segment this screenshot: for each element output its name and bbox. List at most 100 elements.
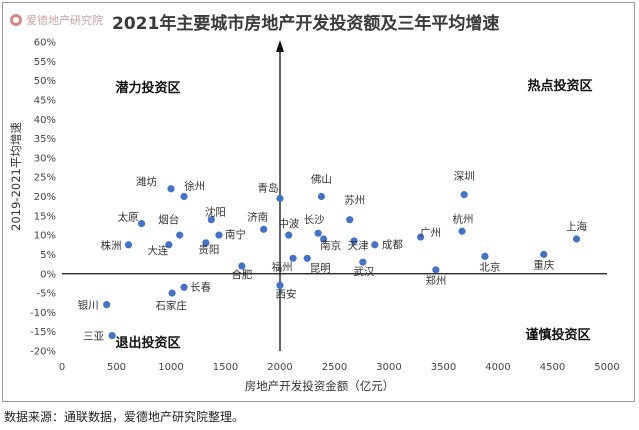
data-point xyxy=(103,301,111,309)
data-point xyxy=(540,250,548,259)
chart-frame xyxy=(2,2,635,402)
x-tick-label: 1000 xyxy=(158,362,183,373)
data-point-label: 合肥 xyxy=(231,268,252,281)
quadrant-label-bottom-right: 谨慎投资区 xyxy=(525,327,590,343)
y-tick-label: 60% xyxy=(34,38,56,49)
y-tick-label: 0% xyxy=(40,269,56,280)
data-point-label: 大连 xyxy=(147,244,168,257)
data-point-label: 南宁 xyxy=(225,228,246,241)
data-point xyxy=(124,241,133,249)
data-point xyxy=(320,235,328,243)
data-point xyxy=(215,231,223,239)
x-tick-label: 4500 xyxy=(540,362,565,373)
data-point-label: 烟台 xyxy=(158,213,179,226)
data-point-label: 郑州 xyxy=(425,274,446,287)
brand-logo-text: 爱德地产研究院 xyxy=(26,14,103,27)
data-point xyxy=(108,331,116,340)
data-point xyxy=(137,219,146,228)
scatter-chart: 0 500 1000 1500 2000 2500 3000 3500 4000 4500 5000… xyxy=(9,38,620,394)
data-point xyxy=(359,258,367,266)
y-tick-label: 50% xyxy=(34,76,56,87)
y-tick-label: -15% xyxy=(30,327,56,338)
data-point-label: 徐州 xyxy=(184,180,205,193)
data-point-label: 广州 xyxy=(420,227,441,239)
y-tick-label: -5% xyxy=(37,289,56,300)
y-tick-label: -10% xyxy=(30,308,56,319)
y-tick-label: -20% xyxy=(30,347,56,358)
data-point-label: 太原 xyxy=(118,211,139,224)
x-tick-label: 2500 xyxy=(322,362,347,373)
chart-title: 2021年主要城市房地产开发投资额及三年平均增速 xyxy=(112,14,500,34)
y-tick-label: 15% xyxy=(34,211,56,222)
data-point-label: 福州 xyxy=(272,260,293,273)
data-point-label: 重庆 xyxy=(533,258,554,271)
x-tick-label: 500 xyxy=(107,362,126,373)
data-point xyxy=(168,289,176,297)
data-point xyxy=(180,192,188,201)
data-point xyxy=(276,281,284,289)
quadrant-label-top-right: 热点投资区 xyxy=(527,78,592,94)
data-point-label: 长春 xyxy=(190,281,211,293)
data-point xyxy=(314,229,322,237)
data-point xyxy=(165,241,173,249)
data-point-label: 银川 xyxy=(78,299,99,312)
data-point-label: 上海 xyxy=(566,220,587,233)
data-point xyxy=(417,233,425,241)
data-point-label: 青岛 xyxy=(258,181,279,194)
data-point xyxy=(260,225,268,233)
data-point xyxy=(176,231,184,239)
data-point-label: 武汉 xyxy=(353,265,374,278)
x-axis-title: 房地产开发投资金额（亿元） xyxy=(245,379,395,393)
y-tick-label: 45% xyxy=(34,95,56,106)
y-axis-title: 2019-2021平均增速 xyxy=(9,122,23,231)
data-point xyxy=(207,216,215,224)
y-axis-arrow-icon xyxy=(276,40,284,52)
y-tick-label: 30% xyxy=(34,153,56,164)
data-point-label: 沈阳 xyxy=(205,206,226,219)
data-point-label: 北京 xyxy=(479,260,500,273)
x-tick-label: 2000 xyxy=(267,362,292,373)
data-point xyxy=(285,231,293,239)
quadrant-label-top-left: 潜力投资区 xyxy=(115,80,180,96)
data-point xyxy=(202,239,210,247)
tick-labels: 0 500 1000 1500 2000 2500 3000 3500 4000 4500 5000… xyxy=(30,38,620,374)
data-point xyxy=(371,241,379,249)
data-point-label: 济南 xyxy=(247,210,268,223)
data-point xyxy=(167,185,175,193)
data-point xyxy=(346,216,354,224)
data-point xyxy=(350,237,358,245)
data-point-label: 成都 xyxy=(382,239,403,251)
x-tick-label: 3500 xyxy=(431,362,456,373)
data-point xyxy=(481,252,489,260)
data-point-label: 昆明 xyxy=(310,262,331,274)
data-point-label: 西安 xyxy=(276,287,297,300)
y-tick-label: 25% xyxy=(34,173,56,184)
data-point-label: 贵阳 xyxy=(198,243,219,256)
data-point-label: 杭州 xyxy=(453,212,474,225)
data-point-label: 长沙 xyxy=(304,214,325,226)
y-tick-label: 55% xyxy=(34,57,56,68)
y-tick-label: 20% xyxy=(34,192,56,203)
data-point-label: 三亚 xyxy=(83,331,104,343)
y-tick-label: 40% xyxy=(34,115,56,126)
y-tick-label: 10% xyxy=(34,231,56,242)
data-point xyxy=(180,283,188,291)
data-point-label: 天津 xyxy=(348,240,369,252)
source-note: 数据来源：通联数据，爱德地产研究院整理。 xyxy=(4,410,245,424)
quadrant-label-bottom-left: 退出投资区 xyxy=(115,335,180,351)
data-point xyxy=(432,266,440,274)
data-point-label: 佛山 xyxy=(311,173,332,186)
y-tick-label: 35% xyxy=(34,134,56,145)
data-point-label: 深圳 xyxy=(454,171,475,183)
x-tick-label: 0 xyxy=(59,362,65,373)
data-point xyxy=(572,235,581,243)
x-tick-label: 4000 xyxy=(485,362,510,373)
data-point-label: 潍坊 xyxy=(136,175,157,188)
data-point xyxy=(458,227,466,235)
y-tick-label: 5% xyxy=(40,250,56,261)
data-point xyxy=(276,194,284,203)
x-tick-label: 3000 xyxy=(376,362,401,373)
data-point-label: 中波 xyxy=(278,217,299,230)
